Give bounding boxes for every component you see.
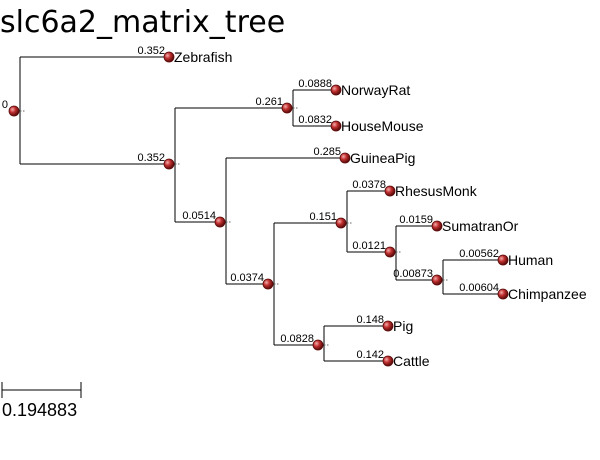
branch-length-cattle: 0.142	[356, 349, 384, 361]
leaf-label-chimpanzee: Chimpanzee	[508, 286, 587, 302]
node-n4	[262, 278, 274, 290]
leaf-label-pig: Pig	[393, 318, 413, 334]
leaf-label-guineapig: GuineaPig	[350, 150, 415, 166]
leaf-label-housemouse: HouseMouse	[341, 118, 424, 134]
branch-length-chimpanzee: 0.00604	[459, 282, 499, 294]
node-rhesusmonk	[384, 185, 396, 197]
branch-length-rhesusmonk: 0.0378	[352, 179, 386, 191]
scale-bar: 0.194883	[1, 382, 82, 420]
branch-length-n8: 0.0828	[280, 333, 314, 345]
node-n6	[384, 246, 396, 258]
node-n5	[335, 217, 347, 229]
leaf-label-human: Human	[508, 252, 553, 268]
node-n1	[163, 158, 175, 170]
tree-labels: 0.352 Zebrafish 0.352 0.261 0.0888 NorwayRat 0…	[2, 45, 587, 369]
branch-length-n2: 0.261	[255, 96, 283, 108]
node-n7	[431, 274, 443, 286]
root-length-label: 0	[2, 99, 8, 111]
scale-bar-label: 0.194883	[2, 400, 77, 420]
branch-length-pig: 0.148	[356, 314, 384, 326]
leaf-label-zebrafish: Zebrafish	[174, 49, 232, 65]
node-sumatranor	[431, 220, 443, 232]
node-zebrafish	[163, 51, 175, 63]
node-pig	[382, 320, 394, 332]
branch-length-zebrafish: 0.352	[137, 45, 165, 57]
branch-length-guineapig: 0.285	[313, 146, 341, 158]
leaf-label-cattle: Cattle	[393, 353, 430, 369]
branch-length-n1: 0.352	[137, 152, 165, 164]
node-chimpanzee	[497, 288, 509, 300]
leaf-label-norwayrat: NorwayRat	[341, 82, 410, 98]
branch-length-n4: 0.0374	[230, 272, 264, 284]
node-guineapig	[339, 152, 351, 164]
branch-length-norwayrat: 0.0888	[298, 78, 332, 90]
leaf-label-sumatranor: SumatranOr	[442, 218, 519, 234]
node-n8	[312, 339, 324, 351]
node-housemouse	[330, 120, 342, 132]
branch-length-human: 0.00562	[459, 248, 499, 260]
node-root	[8, 105, 20, 117]
branch-length-n5: 0.151	[309, 211, 337, 223]
leaf-label-rhesusmonk: RhesusMonk	[395, 183, 478, 199]
branch-length-n7: 0.00873	[393, 268, 433, 280]
node-norwayrat	[330, 84, 342, 96]
branch-length-housemouse: 0.0832	[298, 114, 332, 126]
tree-edges	[19, 56, 503, 362]
node-n3	[214, 216, 226, 228]
tree-nodes	[8, 51, 509, 367]
tree-title: slc6a2_matrix_tree	[0, 5, 285, 40]
node-human	[497, 254, 509, 266]
branch-length-n6: 0.0121	[352, 240, 386, 252]
node-cattle	[382, 355, 394, 367]
node-n2	[281, 102, 293, 114]
branch-length-sumatranor: 0.0159	[399, 214, 433, 226]
branch-length-n3: 0.0514	[182, 210, 216, 222]
